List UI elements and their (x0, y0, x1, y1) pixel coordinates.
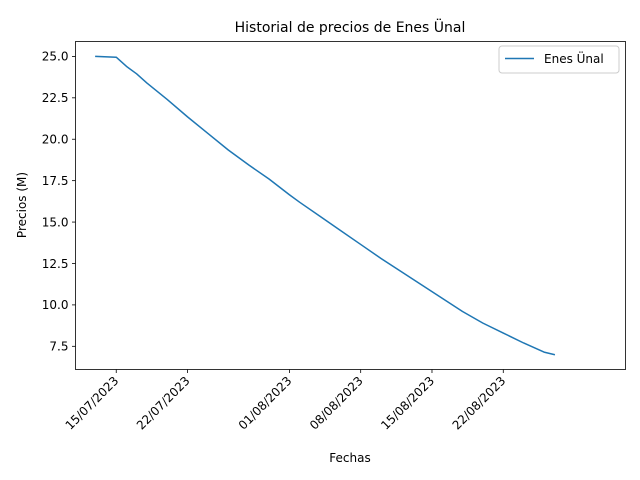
series-line-0 (95, 55, 556, 356)
legend: Enes Ünal (498, 45, 620, 74)
y-tick-label: 12.5 (42, 257, 69, 271)
y-tick-label: 7.5 (49, 340, 68, 354)
y-tick-label: 20.0 (42, 133, 69, 147)
legend-box (498, 45, 620, 74)
plot-area (75, 41, 626, 370)
y-tick-label: 10.0 (42, 298, 69, 312)
y-axis-ticks: 7.5 10.0 12.5 15.0 17.5 20.0 22.5 25.0 (42, 50, 76, 354)
series-layer (95, 55, 556, 356)
chart-title: Historial de precios de Enes Ünal (235, 18, 466, 36)
plot-frame (75, 41, 626, 370)
y-tick-label: 25.0 (42, 50, 69, 64)
y-tick-label: 17.5 (42, 174, 69, 188)
x-axis-title: Fechas (329, 451, 370, 465)
legend-label: Enes Ünal (544, 50, 604, 66)
y-tick-label: 22.5 (42, 91, 69, 105)
y-axis-title: Precios (M) (15, 172, 29, 238)
y-tick-label: 15.0 (42, 215, 69, 229)
